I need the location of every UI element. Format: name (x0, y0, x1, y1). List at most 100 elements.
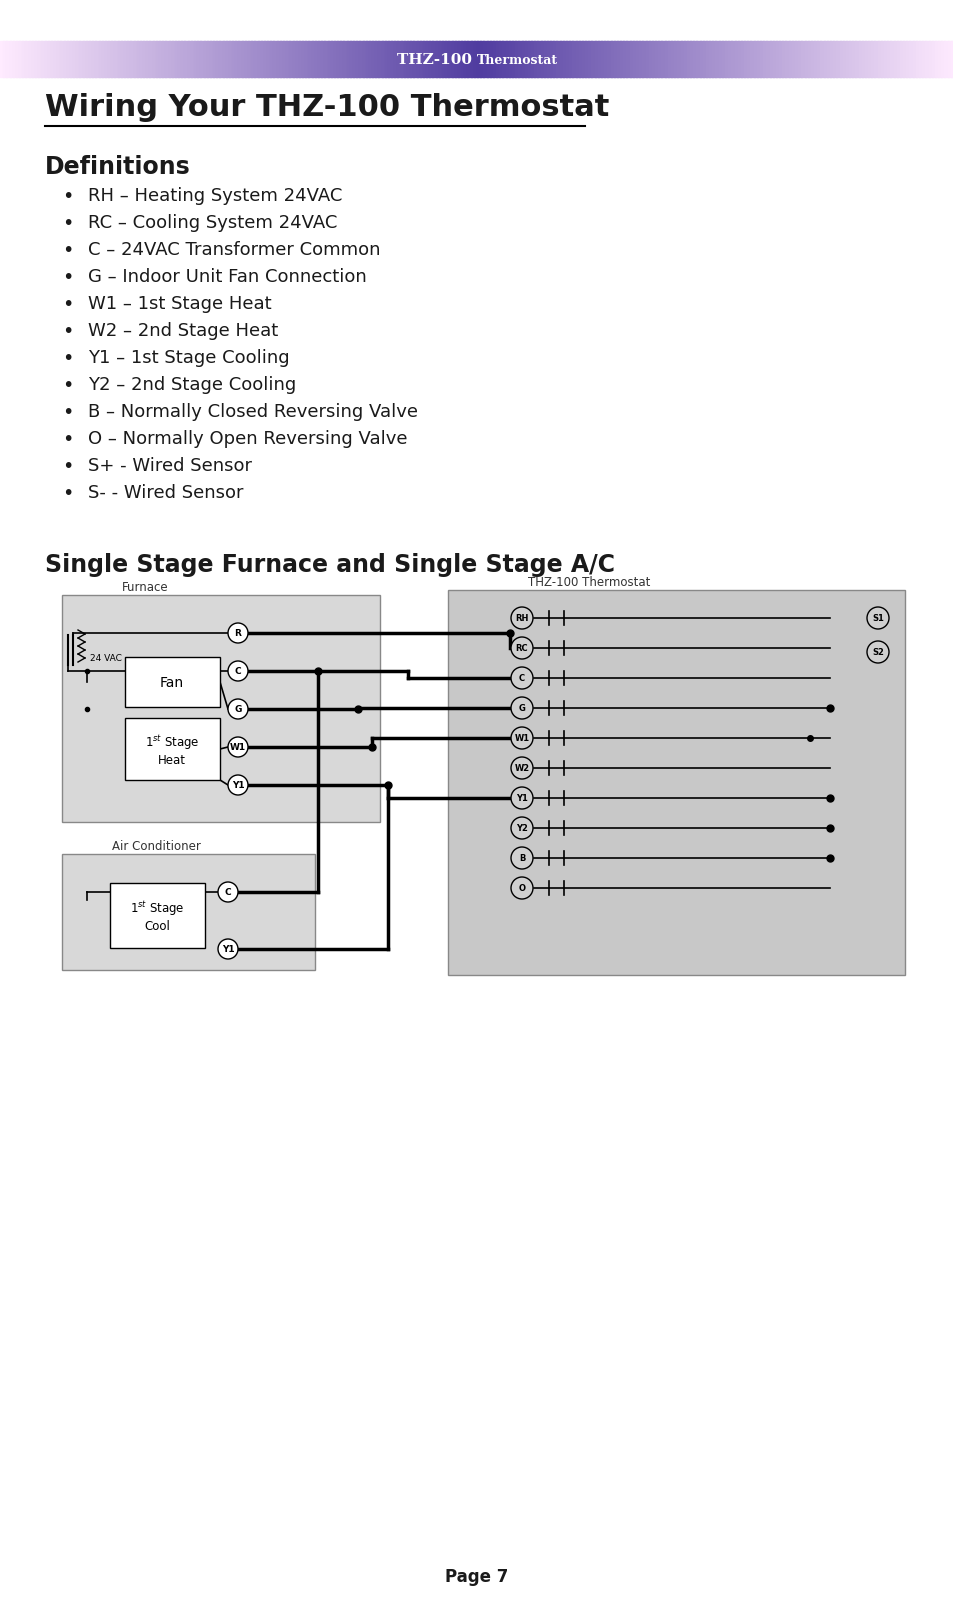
Text: Y2: Y2 (516, 825, 527, 833)
Bar (219, 42, 223, 77)
Bar (861, 42, 865, 77)
Bar (851, 42, 856, 77)
Bar (775, 42, 780, 77)
Text: RH: RH (515, 613, 528, 623)
Bar (893, 42, 897, 77)
Text: •: • (62, 429, 73, 449)
Circle shape (218, 939, 237, 959)
Bar (67, 42, 71, 77)
Text: S1: S1 (871, 613, 883, 623)
Bar (169, 42, 172, 77)
Bar (369, 42, 373, 77)
Bar (674, 42, 678, 77)
Text: Page 7: Page 7 (445, 1567, 508, 1585)
Bar (937, 42, 942, 77)
Bar (353, 42, 356, 77)
Bar (743, 42, 747, 77)
Bar (289, 42, 294, 77)
Text: •: • (62, 457, 73, 476)
Bar (899, 42, 903, 77)
Bar (207, 42, 211, 77)
Bar (622, 42, 627, 77)
Bar (660, 42, 665, 77)
Bar (502, 42, 506, 77)
Bar (124, 42, 128, 77)
Bar (407, 42, 411, 77)
Bar (524, 42, 528, 77)
Bar (125, 718, 220, 781)
Bar (883, 42, 887, 77)
Text: Y2 – 2nd Stage Cooling: Y2 – 2nd Stage Cooling (88, 376, 296, 394)
Text: Fan: Fan (160, 676, 184, 689)
Bar (479, 42, 484, 77)
Bar (762, 42, 766, 77)
Bar (467, 42, 471, 77)
Text: RH – Heating System 24VAC: RH – Heating System 24VAC (88, 187, 342, 205)
Bar (750, 42, 754, 77)
Bar (451, 42, 456, 77)
Bar (312, 42, 315, 77)
Circle shape (228, 775, 248, 796)
Bar (721, 42, 725, 77)
Bar (181, 42, 185, 77)
Text: C: C (234, 667, 241, 676)
Bar (86, 42, 90, 77)
Bar (619, 42, 623, 77)
Bar (197, 42, 201, 77)
Bar (235, 42, 239, 77)
Bar (476, 42, 480, 77)
Bar (855, 42, 859, 77)
Bar (870, 42, 875, 77)
Text: S+ - Wired Sensor: S+ - Wired Sensor (88, 457, 252, 475)
Bar (108, 42, 112, 77)
Bar (731, 42, 735, 77)
Bar (324, 42, 328, 77)
Bar (746, 42, 751, 77)
Bar (216, 42, 220, 77)
Bar (359, 42, 363, 77)
Text: G: G (234, 705, 241, 713)
Bar (200, 42, 204, 77)
Bar (400, 42, 404, 77)
Bar (305, 42, 309, 77)
Bar (896, 42, 900, 77)
Text: B – Normally Closed Reversing Valve: B – Normally Closed Reversing Valve (88, 404, 417, 421)
Bar (922, 42, 925, 77)
Bar (105, 42, 109, 77)
Bar (483, 42, 487, 77)
Bar (41, 42, 46, 77)
Bar (617, 42, 620, 77)
Text: W2: W2 (514, 763, 529, 773)
Text: RC: RC (516, 644, 528, 654)
Bar (550, 42, 554, 77)
Bar (10, 42, 13, 77)
Bar (641, 42, 646, 77)
Bar (238, 42, 242, 77)
Bar (712, 42, 716, 77)
Bar (22, 42, 27, 77)
Bar (31, 42, 36, 77)
Bar (845, 42, 849, 77)
Circle shape (511, 757, 533, 780)
Bar (756, 42, 760, 77)
Bar (413, 42, 417, 77)
Bar (724, 42, 728, 77)
Bar (372, 42, 375, 77)
Bar (388, 42, 392, 77)
Text: C: C (518, 675, 524, 683)
Text: •: • (62, 268, 73, 287)
Bar (575, 42, 579, 77)
Bar (708, 42, 713, 77)
Bar (715, 42, 719, 77)
Bar (667, 42, 671, 77)
Bar (232, 42, 236, 77)
Bar (918, 42, 923, 77)
Bar (102, 42, 106, 77)
Bar (769, 42, 773, 77)
Bar (302, 42, 306, 77)
Text: W1: W1 (230, 742, 246, 752)
Bar (839, 42, 842, 77)
Bar (553, 42, 557, 77)
Bar (419, 42, 423, 77)
Bar (188, 42, 192, 77)
